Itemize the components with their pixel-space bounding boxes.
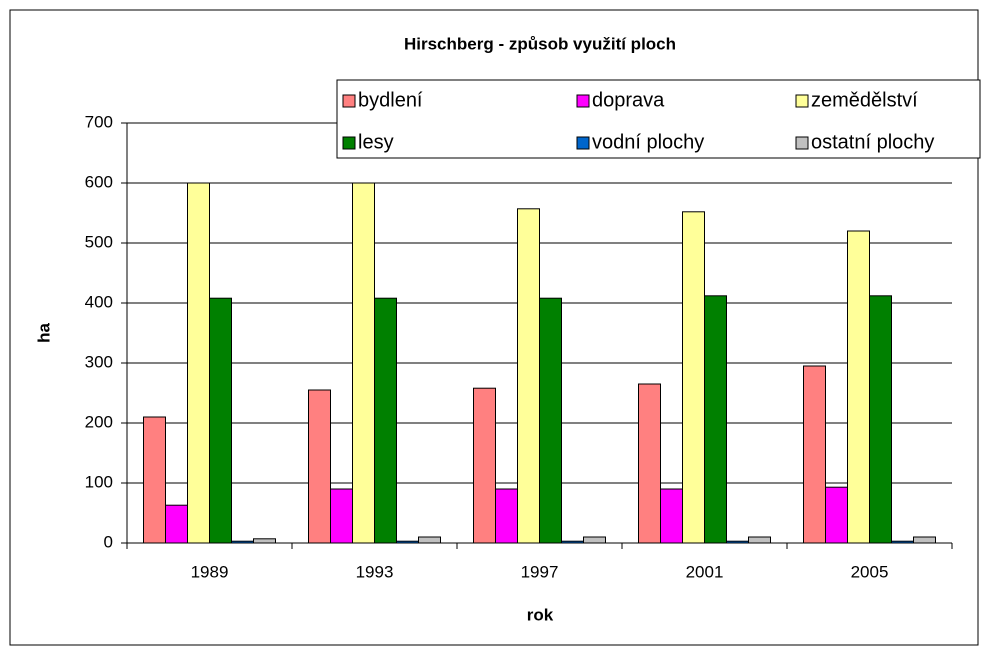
bar [660, 488, 683, 544]
bar [209, 297, 232, 544]
x-axis-label: rok [527, 605, 554, 624]
bar [825, 486, 848, 544]
bar [748, 536, 771, 544]
y-tick-label: 0 [104, 532, 113, 551]
bar [165, 504, 188, 544]
bar [253, 538, 276, 544]
bar [803, 365, 826, 544]
bar [726, 540, 749, 544]
legend-swatch [342, 94, 356, 108]
y-tick-label: 500 [85, 232, 113, 251]
legend-box [336, 79, 981, 159]
y-tick-label: 600 [85, 172, 113, 191]
y-axis-label: ha [34, 323, 53, 343]
x-tick-label: 1989 [191, 562, 229, 581]
bar [330, 488, 353, 544]
y-tick-label: 400 [85, 292, 113, 311]
bar [583, 536, 606, 544]
bar [539, 297, 562, 544]
bar [517, 208, 540, 544]
x-tick-label: 1997 [521, 562, 559, 581]
legend-swatch [342, 136, 356, 150]
legend-swatch [795, 136, 809, 150]
x-tick-label: 1993 [356, 562, 394, 581]
y-tick-label: 200 [85, 412, 113, 431]
legend-swatch [576, 136, 590, 150]
legend-swatch [795, 94, 809, 108]
legend-label: zemědělství [811, 89, 918, 111]
bar [561, 540, 584, 544]
legend-label: ostatní plochy [811, 131, 934, 153]
bar [704, 295, 727, 544]
legend-label: lesy [358, 131, 394, 153]
x-tick-label: 2005 [851, 562, 889, 581]
bar [495, 488, 518, 544]
bar [352, 182, 375, 544]
legend-label: bydlení [358, 89, 423, 111]
bar [143, 416, 166, 544]
x-tick-label: 2001 [686, 562, 724, 581]
chart-title: Hirschberg - způsob využití ploch [404, 34, 676, 53]
bar [231, 540, 254, 544]
bar [396, 540, 419, 544]
y-tick-label: 300 [85, 352, 113, 371]
y-tick-label: 100 [85, 472, 113, 491]
bar [187, 182, 210, 544]
legend-label: doprava [592, 89, 665, 111]
bar [308, 389, 331, 544]
bar [869, 295, 892, 544]
bar [374, 297, 397, 544]
bar [418, 536, 441, 544]
y-tick-label: 700 [85, 112, 113, 131]
bar [913, 536, 936, 544]
bar [473, 387, 496, 544]
bar [891, 540, 914, 544]
legend-swatch [576, 94, 590, 108]
bar [638, 383, 661, 544]
bar [847, 230, 870, 544]
bar [682, 211, 705, 544]
legend-label: vodní plochy [592, 131, 704, 153]
